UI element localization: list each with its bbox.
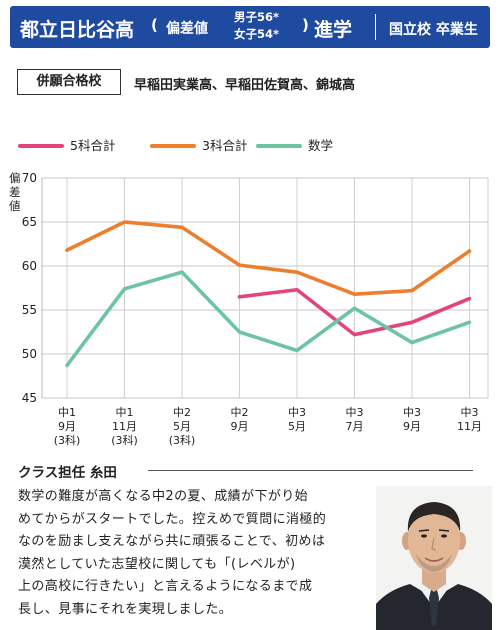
y-tick-label: 65 xyxy=(22,215,37,229)
teacher-comment: 数学の難度が高くなる中2の夏、成績が下がり始めてからがスタートでした。控えめで質… xyxy=(18,486,373,621)
comment-line: 上の高校に行きたい」と言えるようになるまで成 xyxy=(18,579,313,594)
heigan-label: 併願合格校 xyxy=(17,69,121,95)
y-tick-label: 50 xyxy=(22,347,37,361)
y-tick-label: 60 xyxy=(22,259,37,273)
heigan-schools: 早稲田実業高、早稲田佐賀高、錦城高 xyxy=(134,78,356,93)
x-tick-label: 5月 xyxy=(173,420,191,433)
comment-line: 漠然としていた志望校に関しても「(レベルが) xyxy=(18,556,296,572)
series-line xyxy=(237,287,472,337)
x-tick-label: (3科) xyxy=(54,433,81,447)
x-tick-label: 7月 xyxy=(346,420,364,433)
graduate-label: 国立校 卒業生 xyxy=(389,22,478,38)
y-tick-label: 55 xyxy=(22,303,37,317)
x-tick-label: (3科) xyxy=(169,433,196,447)
student-photo xyxy=(376,486,492,630)
teacher-rule xyxy=(148,470,473,471)
comment-line: めてからがスタートでした。控えめで質問に消極的 xyxy=(18,511,327,527)
y-axis-label-char: 値 xyxy=(9,199,21,213)
x-tick-label: 9月 xyxy=(231,420,249,433)
comment-line: なのを励まし支えながら共に頑張ることで、初めは xyxy=(18,534,326,549)
x-tick-label: 11月 xyxy=(112,420,137,433)
comment-line: 長し、見事にそれを実現しました。 xyxy=(18,601,233,617)
y-axis-label-char: 偏 xyxy=(9,171,21,185)
header-banner: 都立日比谷高 ( 偏差値 男子56* 女子54* ) 進学 国立校 卒業生 xyxy=(10,6,490,48)
x-tick-label: 中2 xyxy=(173,406,191,419)
teacher-heading: クラス担任 糸田 xyxy=(18,465,117,481)
x-tick-label: 11月 xyxy=(457,420,482,433)
x-tick-label: 中1 xyxy=(116,406,134,419)
x-tick-label: 中3 xyxy=(346,406,364,419)
series-line xyxy=(65,220,472,296)
legend-label: 3科合計 xyxy=(202,138,247,153)
hensa-values: 男子56* 女子54* xyxy=(234,9,279,43)
legend-label: 数学 xyxy=(308,138,333,153)
shingaku-label: 進学 xyxy=(314,19,353,41)
hensa-female: 女子54* xyxy=(234,27,280,41)
x-tick-label: 中3 xyxy=(403,406,421,419)
y-tick-label: 70 xyxy=(22,171,37,185)
x-tick-label: 中1 xyxy=(58,406,76,419)
series-line xyxy=(65,270,472,368)
x-tick-label: 5月 xyxy=(288,420,306,433)
x-tick-label: 中3 xyxy=(288,406,306,419)
y-axis-label-char: 差 xyxy=(9,185,21,199)
comment-line: 数学の難度が高くなる中2の夏、成績が下がり始 xyxy=(18,489,309,504)
x-tick-label: 中3 xyxy=(461,406,479,419)
x-tick-label: 中2 xyxy=(231,406,249,419)
school-name: 都立日比谷高 xyxy=(20,19,135,41)
hensa-label: 偏差値 xyxy=(166,21,208,37)
paren-open: ( xyxy=(151,16,158,34)
hensa-male: 男子56* xyxy=(234,10,280,24)
score-chart: 5科合計 3科合計 数学偏差値706560555045中19月(3科)中111月(3… xyxy=(9,138,489,447)
x-tick-label: 9月 xyxy=(403,420,421,433)
y-tick-label: 45 xyxy=(22,391,37,405)
legend-label: 5科合計 xyxy=(70,138,115,153)
paren-close: ) xyxy=(302,16,309,34)
x-tick-label: (3科) xyxy=(111,433,138,447)
x-tick-label: 9月 xyxy=(58,420,76,433)
header-divider xyxy=(375,14,376,40)
